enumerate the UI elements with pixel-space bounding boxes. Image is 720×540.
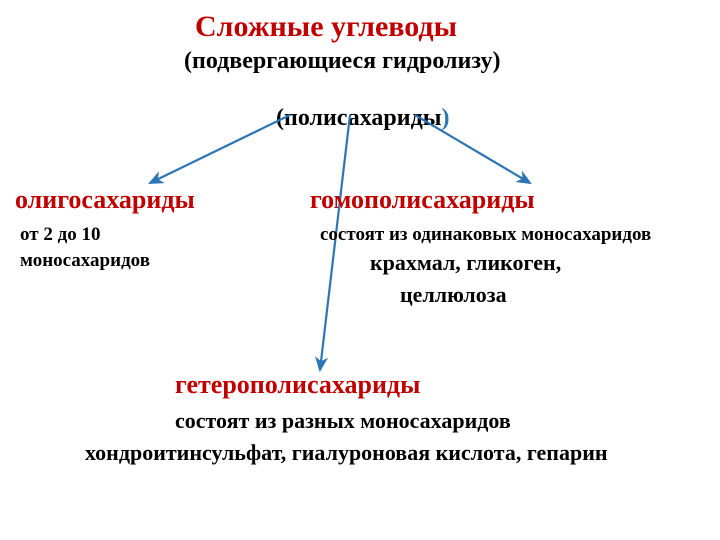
title-line3-paren: ) <box>441 105 449 131</box>
title-line3: (полисахариды) <box>252 78 449 159</box>
title-line3-prefix: (полисахариды <box>276 105 441 131</box>
left-line1: от 2 до 10 <box>20 224 100 246</box>
right-line1: состоят из одинаковых моносахаридов <box>320 224 651 246</box>
title-line1: Сложные углеводы <box>195 10 457 44</box>
right-line3: целлюлоза <box>400 282 507 308</box>
right-line2: крахмал, гликоген, <box>370 250 561 276</box>
left-line2: моносахаридов <box>20 250 150 272</box>
title-line2: (подвергающиеся гидролизу) <box>184 48 500 75</box>
slide-root: Сложные углеводы (подвергающиеся гидроли… <box>0 0 720 540</box>
bottom-line1: состоят из разных моносахаридов <box>175 408 511 434</box>
bottom-line2: хондроитинсульфат, гиалуроновая кислота,… <box>85 440 608 466</box>
bottom-heading: гетерополисахариды <box>175 370 420 400</box>
right-heading: гомополисахариды <box>310 185 535 215</box>
left-heading: олигосахариды <box>15 185 195 215</box>
